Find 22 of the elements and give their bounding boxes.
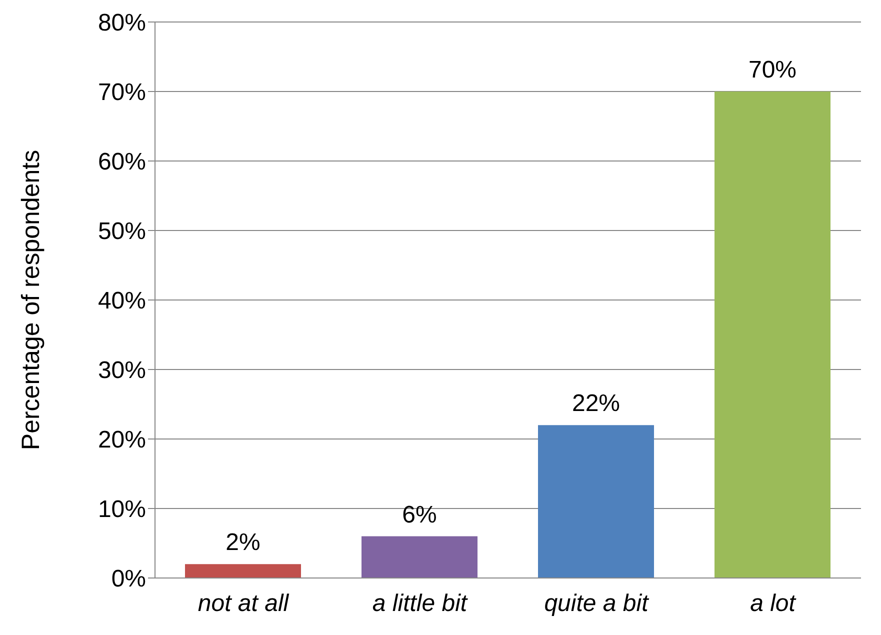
y-tick-label: 20% (98, 426, 146, 454)
y-tick-label: 0% (111, 566, 146, 593)
data-label: 2% (226, 529, 260, 556)
y-tick-label: 50% (98, 218, 146, 246)
x-tick-label: not at all (198, 590, 290, 618)
bar (185, 564, 302, 578)
bar (714, 92, 831, 578)
x-tick-label: quite a bit (544, 590, 650, 618)
x-tick-label: a lot (750, 590, 797, 618)
y-tick-label: 40% (98, 288, 146, 315)
bar (538, 425, 654, 578)
data-label: 22% (572, 390, 620, 418)
x-tick-label: a little bit (372, 590, 468, 618)
y-axis-title: Percentage of respondents (16, 150, 45, 450)
y-tick-label: 60% (98, 148, 146, 176)
y-tick-label: 30% (98, 357, 146, 384)
y-tick-label: 10% (98, 496, 146, 524)
data-label: 6% (402, 501, 437, 528)
bar (362, 536, 478, 578)
y-tick-label: 80% (98, 10, 146, 37)
y-tick-label: 70% (98, 79, 146, 106)
data-label: 70% (748, 56, 797, 84)
